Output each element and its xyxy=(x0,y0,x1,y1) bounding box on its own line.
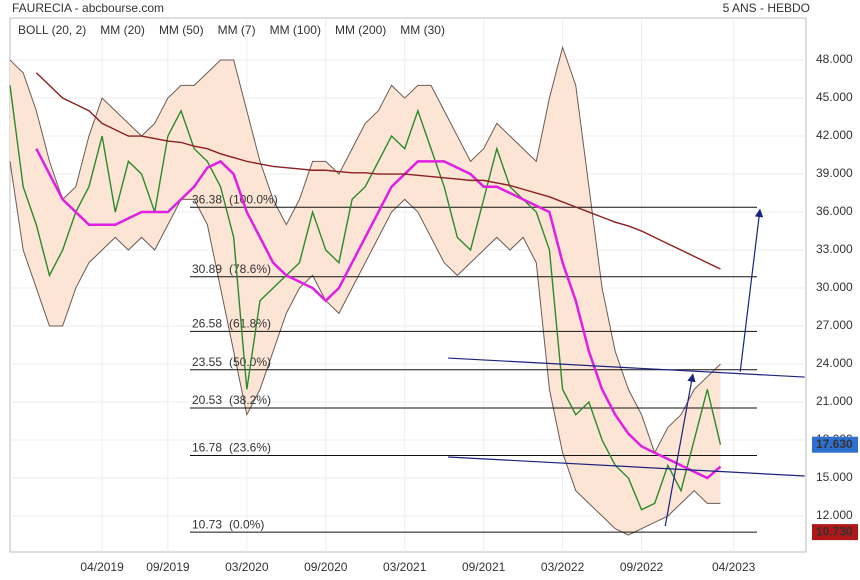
fib-value: 20.53 xyxy=(192,393,222,407)
y-tick-label: 21.000 xyxy=(816,394,853,408)
series-line xyxy=(35,148,722,480)
fib-pct: (61.8%) xyxy=(229,317,271,331)
fib-pct: (50.0%) xyxy=(229,355,271,369)
fib-pct: (38.2%) xyxy=(229,393,271,407)
fib-pct: (78.6%) xyxy=(229,262,271,276)
x-tick-label: 03/2020 xyxy=(225,560,269,574)
trendline xyxy=(448,456,805,477)
legend-item: BOLL (20, 2) xyxy=(18,23,86,37)
x-tick-label: 03/2021 xyxy=(383,560,427,574)
x-tick-label: 04/2023 xyxy=(712,560,756,574)
y-tick-label: 15.000 xyxy=(816,470,853,484)
x-tick-label: 09/2022 xyxy=(620,560,664,574)
series-line xyxy=(35,72,721,270)
chart-subtitle: 5 ANS - HEBDO xyxy=(723,1,810,15)
y-tick-label: 27.000 xyxy=(816,318,853,332)
price-badge xyxy=(812,524,858,541)
price-badge-label: 17.630 xyxy=(816,437,853,451)
bollinger-upper xyxy=(9,45,721,454)
y-tick-label: 45.000 xyxy=(816,90,853,104)
fib-value: 26.58 xyxy=(192,317,222,331)
legend-item: MM (100) xyxy=(270,23,321,37)
legend-item: MM (7) xyxy=(218,23,256,37)
plot-frame xyxy=(9,17,807,553)
y-tick-label: 12.000 xyxy=(816,508,853,522)
legend-item: MM (50) xyxy=(159,23,204,37)
y-tick-label: 48.000 xyxy=(816,52,853,66)
x-tick-label: 09/2019 xyxy=(146,560,190,574)
x-tick-label: 09/2021 xyxy=(462,560,506,574)
trendline xyxy=(739,208,764,372)
x-tick-label: 09/2020 xyxy=(304,560,348,574)
fib-pct: (0.0%) xyxy=(229,517,264,531)
bollinger-band xyxy=(10,47,721,536)
y-tick-label: 36.000 xyxy=(816,204,853,218)
y-tick-label: 30.000 xyxy=(816,280,853,294)
trendline xyxy=(448,357,805,378)
fib-value: 16.78 xyxy=(192,441,222,455)
fib-value: 30.89 xyxy=(192,262,222,276)
bollinger-lower xyxy=(9,161,721,536)
fib-value: 36.38 xyxy=(192,192,222,206)
trendline xyxy=(664,373,696,527)
legend-item: MM (30) xyxy=(400,23,445,37)
series-line xyxy=(9,85,722,511)
y-tick-label: 24.000 xyxy=(816,356,853,370)
x-tick-label: 03/2022 xyxy=(541,560,585,574)
y-tick-label: 33.000 xyxy=(816,242,853,256)
y-tick-label: 39.000 xyxy=(816,166,853,180)
fib-pct: (23.6%) xyxy=(229,441,271,455)
price-badge-label: 10.730 xyxy=(816,524,853,538)
legend-item: MM (20) xyxy=(100,23,145,37)
fib-value: 23.55 xyxy=(192,355,222,369)
x-tick-label: 04/2019 xyxy=(80,560,124,574)
y-tick-label: 42.000 xyxy=(816,128,853,142)
fib-value: 10.73 xyxy=(192,517,222,531)
legend-item: MM (200) xyxy=(335,23,386,37)
fib-pct: (100.0%) xyxy=(229,192,278,206)
chart-title: FAURECIA - abcbourse.com xyxy=(12,1,164,15)
price-badge xyxy=(812,436,858,453)
